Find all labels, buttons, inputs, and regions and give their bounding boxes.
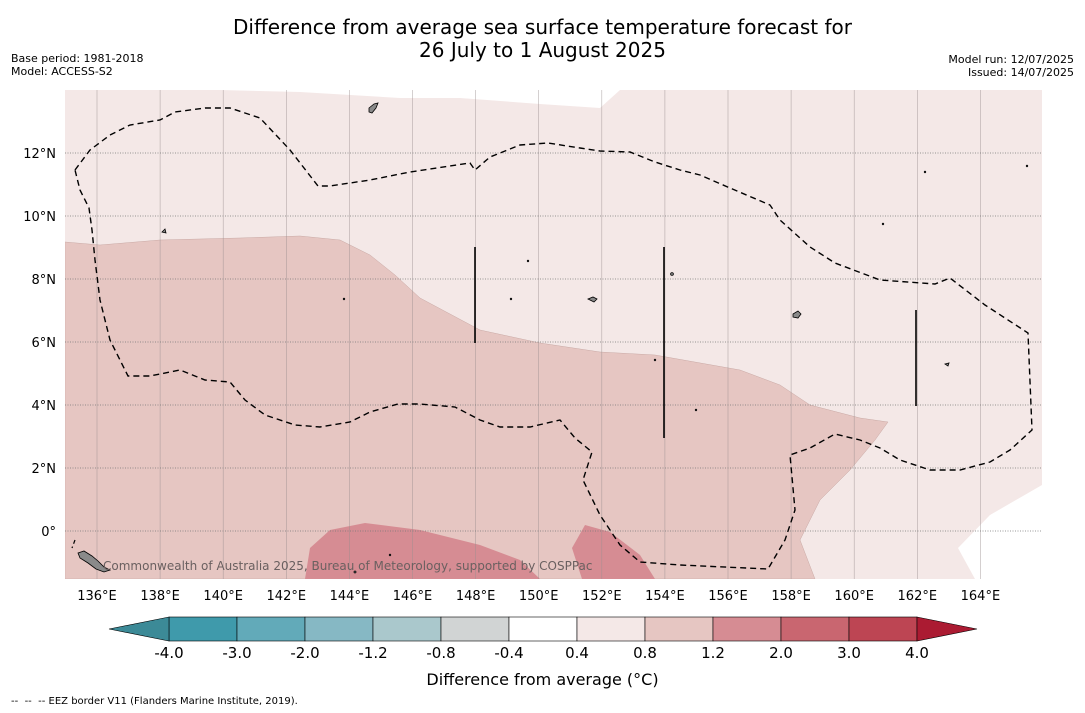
colorbar-tick-label: -4.0	[154, 644, 183, 662]
base-period-text: Base period: 1981-2018	[11, 52, 144, 65]
lon-label: 154°E	[645, 589, 685, 604]
lat-label: 6°N	[32, 336, 57, 351]
colorbar	[108, 616, 978, 642]
lon-label: 144°E	[330, 589, 370, 604]
colorbar-tick-label: -0.8	[426, 644, 455, 662]
colorbar-swatch	[440, 616, 510, 642]
lon-label: 148°E	[456, 589, 496, 604]
graticule	[65, 90, 1042, 579]
colorbar-swatch	[712, 616, 782, 642]
meta-right: Model run: 12/07/2025 Issued: 14/07/2025	[948, 53, 1074, 79]
lon-label: 142°E	[267, 589, 307, 604]
lat-label: 12°N	[23, 147, 56, 162]
colorbar-swatch	[508, 616, 578, 642]
colorbar-swatch	[372, 616, 442, 642]
longitude-labels: 136°E 138°E 140°E 142°E 144°E 146°E 148°E 150°E…	[77, 589, 1000, 604]
colorbar-tick-label: -3.0	[222, 644, 251, 662]
lon-label: 146°E	[393, 589, 433, 604]
lon-label: 138°E	[140, 589, 180, 604]
field-1.2-2.0-east	[572, 525, 655, 579]
colorbar-tick-label: 0.8	[633, 644, 657, 662]
eez-border-sw	[71, 539, 76, 549]
colorbar-tick-label: 2.0	[769, 644, 793, 662]
colorbar-extend-low	[108, 616, 170, 642]
colorbar-tick-label: 1.2	[701, 644, 725, 662]
eez-footnote: -- -- -- EEZ border V11 (Flanders Marine…	[11, 696, 298, 707]
colorbar-swatch	[848, 616, 918, 642]
lon-label: 156°E	[708, 589, 748, 604]
colorbar-tick-label: -2.0	[290, 644, 319, 662]
lat-label: 4°N	[32, 399, 57, 414]
colorbar-tick-label: -0.4	[494, 644, 523, 662]
lon-label: 152°E	[582, 589, 622, 604]
lon-label: 136°E	[77, 589, 117, 604]
field-1.2-2.0-west	[305, 523, 540, 579]
lon-label: 164°E	[961, 589, 1001, 604]
map-title-line2: 26 July to 1 August 2025	[419, 38, 666, 62]
colorbar-tick-labels: -4.0 -3.0 -2.0 -1.2 -0.8 -0.4 0.4 0.8 1.2 2.0 3.0 4…	[154, 644, 929, 662]
lon-label: 140°E	[203, 589, 243, 604]
colorbar-tick-label: 0.4	[565, 644, 589, 662]
lat-label: 8°N	[32, 273, 57, 288]
lon-label: 162°E	[898, 589, 938, 604]
map-field	[65, 90, 1042, 579]
colorbar-swatch	[644, 616, 714, 642]
lat-label: 2°N	[32, 462, 57, 477]
lon-label: 158°E	[771, 589, 811, 604]
lon-label: 150°E	[519, 589, 559, 604]
latitude-labels: 12°N 10°N 8°N 6°N 4°N 2°N 0°	[23, 147, 56, 540]
map-title-line1: Difference from average sea surface temp…	[232, 15, 852, 39]
model-run-text: Model run: 12/07/2025	[948, 53, 1074, 66]
meta-left: Base period: 1981-2018 Model: ACCESS-S2	[11, 52, 143, 78]
colorbar-extend-high	[916, 616, 978, 642]
issued-text: Issued: 14/07/2025	[967, 66, 1074, 79]
lon-label: 160°E	[834, 589, 874, 604]
copyright-watermark: Commonwealth of Australia 2025, Bureau o…	[103, 559, 593, 573]
colorbar-tick-label: 4.0	[905, 644, 929, 662]
colorbar-tick-label: 3.0	[837, 644, 861, 662]
islands	[77, 102, 1029, 574]
model-text: Model: ACCESS-S2	[11, 65, 113, 78]
field-0.8-1.2	[65, 235, 889, 579]
colorbar-tick-label: -1.2	[358, 644, 387, 662]
lat-label: 0°	[41, 525, 56, 540]
field-white-se	[958, 485, 1042, 579]
lat-label: 10°N	[23, 210, 56, 225]
field-white-top	[65, 90, 620, 108]
colorbar-swatch	[236, 616, 306, 642]
colorbar-swatch	[304, 616, 374, 642]
colorbar-swatch	[168, 616, 238, 642]
colorbar-swatch	[576, 616, 646, 642]
colorbar-swatch	[780, 616, 850, 642]
colorbar-title: Difference from average (°C)	[426, 670, 659, 689]
